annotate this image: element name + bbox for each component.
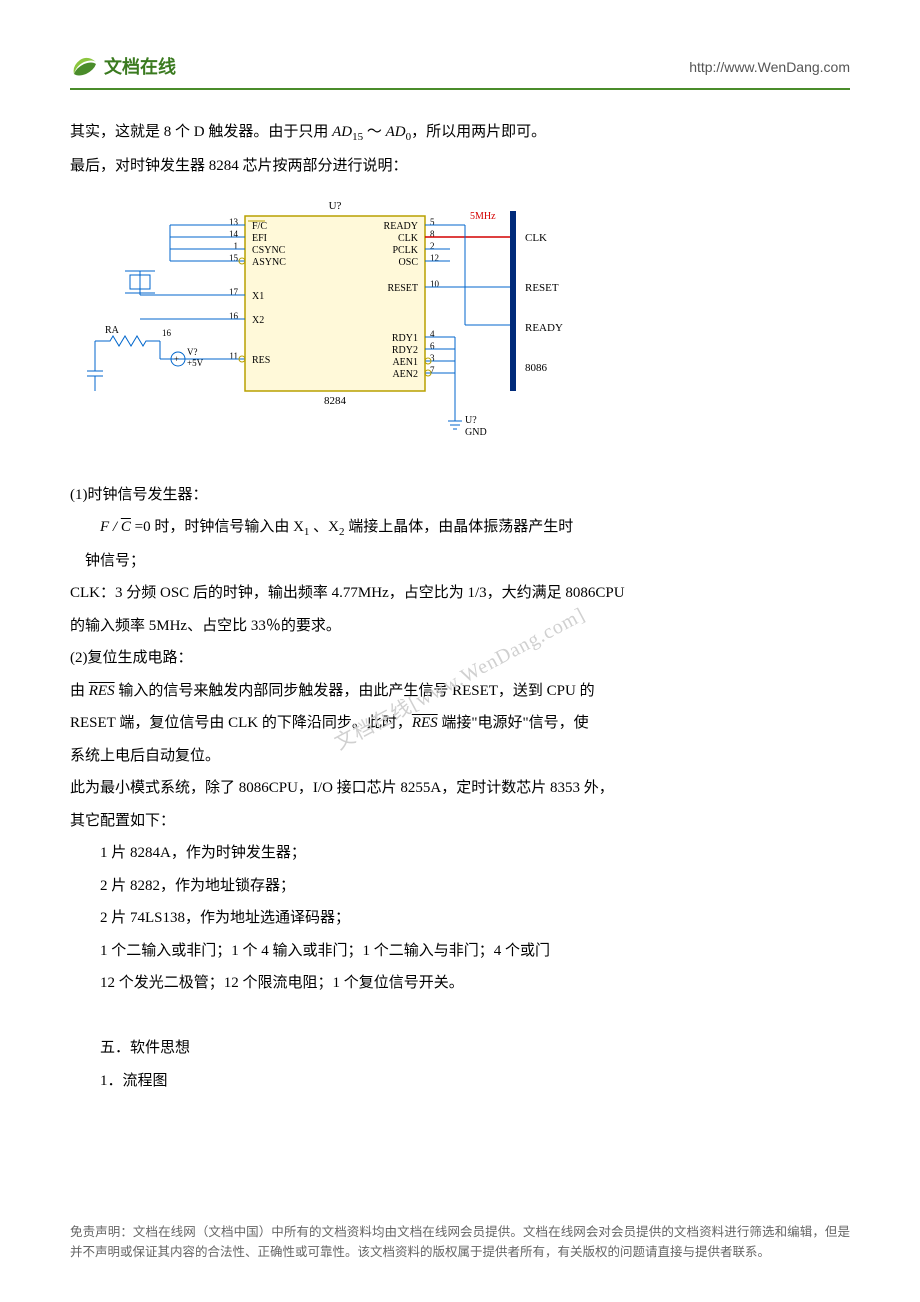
svg-text:RA: RA (105, 325, 120, 336)
document-body: 其实，这就是 8 个 D 触发器。由于只用 AD15 ～ AD0，所以用两片即可… (70, 118, 850, 1095)
svg-text:EFI: EFI (252, 233, 267, 244)
logo-text: 文档在线 (104, 50, 176, 84)
svg-text:RES: RES (252, 355, 270, 366)
section-2-title: (2)复位生成电路： (70, 644, 850, 673)
svg-text:+5V: +5V (187, 358, 204, 368)
svg-text:F/C: F/C (252, 221, 267, 232)
config-item-4: 1 个二输入或非门；1 个 4 输入或非门；1 个二输入与非门；4 个或门 (70, 937, 850, 966)
svg-text:OSC: OSC (399, 257, 419, 268)
section-5-item-1: 1．流程图 (70, 1067, 850, 1096)
section-1-title: (1)时钟信号发生器： (70, 481, 850, 510)
min-sys-line-2: 其它配置如下： (70, 807, 850, 836)
svg-text:U?: U? (465, 415, 477, 426)
site-logo: 文档在线 (70, 50, 176, 84)
svg-text:ASYNC: ASYNC (252, 257, 286, 268)
svg-text:CLK: CLK (398, 233, 419, 244)
min-sys-line-1: 此为最小模式系统，除了 8086CPU，I/O 接口芯片 8255A，定时计数芯… (70, 774, 850, 803)
leaf-icon (70, 56, 98, 78)
section-1-line-2: 钟信号； (70, 547, 850, 576)
intro-line-2: 最后，对时钟发生器 8284 芯片按两部分进行说明： (70, 152, 850, 181)
section-1-line-1: F / C =0 时，时钟信号输入由 X1 、X2 端接上晶体，由晶体振荡器产生… (70, 513, 850, 543)
config-item-5: 12 个发光二极管；12 个限流电阻；1 个复位信号开关。 (70, 969, 850, 998)
svg-text:GND: GND (465, 427, 487, 438)
svg-text:RESET: RESET (387, 283, 418, 294)
svg-text:8086: 8086 (525, 362, 548, 374)
svg-text:READY: READY (525, 322, 563, 334)
svg-text:X1: X1 (252, 291, 264, 302)
svg-text:AEN2: AEN2 (392, 369, 418, 380)
svg-text:PCLK: PCLK (392, 245, 418, 256)
svg-text:READY: READY (384, 221, 418, 232)
svg-text:AEN1: AEN1 (392, 357, 418, 368)
disclaimer-footer: 免责声明：文档在线网（文档中国）中所有的文档资料均由文档在线网会员提供。文档在线… (70, 1222, 850, 1262)
svg-text:CSYNC: CSYNC (252, 245, 286, 256)
document-page: 文档在线 http://www.WenDang.com 其实，这就是 8 个 D… (0, 0, 920, 1302)
svg-text:RDY1: RDY1 (392, 333, 418, 344)
circuit-diagram: U? 8284 F/C EFI CSYNC ASYNC X1 X2 RES 13… (70, 191, 850, 451)
svg-text:16: 16 (162, 328, 172, 338)
intro-line-1: 其实，这就是 8 个 D 触发器。由于只用 AD15 ～ AD0，所以用两片即可… (70, 118, 850, 148)
section-2-line-1: 由 RES 输入的信号来触发内部同步触发器，由此产生信号 RESET，送到 CP… (70, 677, 850, 706)
svg-text:RESET: RESET (525, 282, 559, 294)
svg-text:X2: X2 (252, 315, 264, 326)
chip-ref: U? (329, 200, 342, 212)
svg-text:V?: V? (187, 347, 198, 357)
chip-label: 8284 (324, 395, 347, 407)
svg-text:RDY2: RDY2 (392, 345, 418, 356)
page-header: 文档在线 http://www.WenDang.com (70, 50, 850, 90)
config-item-3: 2 片 74LS138，作为地址选通译码器； (70, 904, 850, 933)
clk-line-1: CLK：3 分频 OSC 后的时钟，输出频率 4.77MHz，占空比为 1/3，… (70, 579, 850, 608)
svg-text:5MHz: 5MHz (470, 211, 496, 222)
section-5-title: 五．软件思想 (70, 1034, 850, 1063)
section-2-line-2: RESET 端，复位信号由 CLK 的下降沿同步。此时，RES 端接"电源好"信… (70, 709, 850, 738)
clk-line-2: 的输入频率 5MHz、占空比 33％的要求。 (70, 612, 850, 641)
site-url: http://www.WenDang.com (689, 54, 850, 81)
config-item-1: 1 片 8284A，作为时钟发生器； (70, 839, 850, 868)
section-2-line-3: 系统上电后自动复位。 (70, 742, 850, 771)
svg-text:CLK: CLK (525, 232, 547, 244)
config-item-2: 2 片 8282，作为地址锁存器； (70, 872, 850, 901)
svg-text:+: + (174, 354, 179, 364)
